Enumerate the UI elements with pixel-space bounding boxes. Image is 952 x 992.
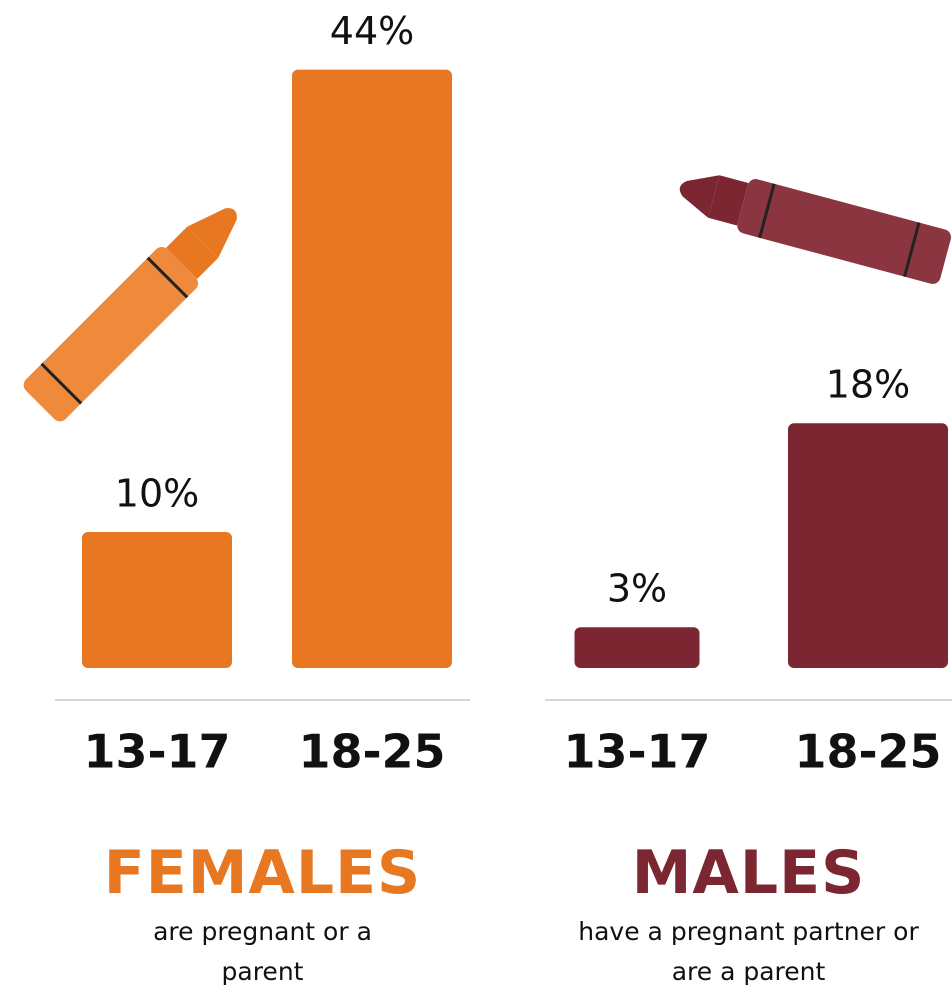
value-label: 3%: [607, 567, 667, 611]
chart-title: FEMALES: [63, 838, 463, 908]
value-label: 44%: [330, 9, 414, 53]
bar: [788, 423, 948, 668]
x-tick-label: 18-25: [298, 725, 445, 779]
crayon-orange: [20, 191, 254, 425]
chart-title: MALES: [549, 838, 949, 908]
x-tick-label: 18-25: [794, 725, 941, 779]
x-tick-label: 13-17: [83, 725, 230, 779]
bar: [292, 70, 452, 668]
value-label: 18%: [826, 363, 910, 407]
bar: [82, 532, 232, 668]
crayon-maroon: [673, 160, 952, 285]
bar: [575, 627, 700, 668]
chart-subtitle: have a pregnant partner or are a parent: [574, 912, 924, 992]
page: 10%13-1744%18-253%13-1718%18-25 (() => {…: [0, 0, 952, 985]
value-label: 10%: [115, 472, 199, 516]
x-tick-label: 13-17: [563, 725, 710, 779]
chart-subtitle: are pregnant or a parent: [153, 912, 373, 992]
